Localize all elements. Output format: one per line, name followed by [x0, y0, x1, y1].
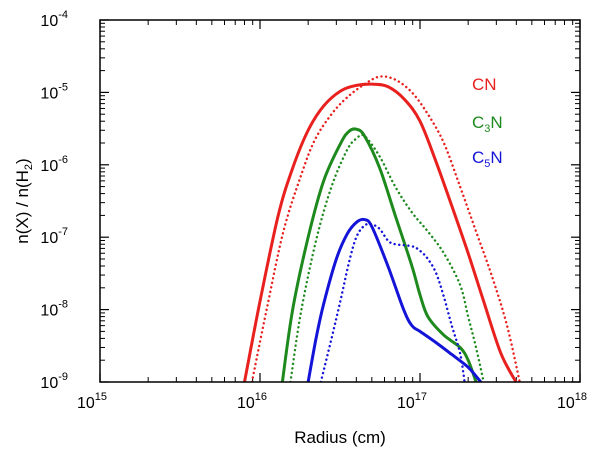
legend-item-c3n: C3N	[472, 113, 503, 135]
legend-c5n-tail: N	[490, 148, 502, 167]
legend-c5n-sub: 5	[484, 158, 490, 170]
y-tick-label: 10-6	[40, 154, 68, 175]
legend-item-cn: CN	[472, 75, 497, 94]
legend-cn-base: CN	[472, 75, 497, 94]
y-tick-base: 10	[40, 303, 58, 320]
y-tick-label: 10-4	[40, 9, 68, 30]
plot-frame	[99, 19, 581, 383]
y-tick-label: 10-9	[40, 371, 68, 392]
y-tick-exp: -8	[58, 299, 68, 311]
legend-c3n-sub: 3	[484, 123, 490, 135]
series-cn-solid	[242, 82, 518, 382]
series-c3n-dotted	[289, 133, 485, 382]
x-tick-label: 1015	[77, 391, 107, 412]
legend-c3n-tail: N	[490, 113, 502, 132]
x-tick-exp: 17	[415, 391, 427, 403]
y-tick-exp: -5	[58, 81, 68, 93]
y-tick-base: 10	[40, 230, 58, 247]
x-tick-base: 10	[77, 395, 95, 412]
y-axis-title-pre: n(X) / n(H	[13, 170, 32, 244]
series-c3n-solid	[280, 127, 478, 382]
y-tick-exp: -6	[58, 154, 68, 166]
legend: CN C3N C5N	[472, 75, 503, 170]
x-tick-exp: 18	[575, 391, 587, 403]
x-tick-base: 10	[237, 395, 255, 412]
y-tick-exp: -9	[58, 371, 68, 383]
y-tick-exp: -7	[58, 226, 68, 238]
series-c5n-solid	[306, 217, 483, 382]
y-tick-base: 10	[40, 85, 58, 102]
x-tick-base: 10	[397, 395, 415, 412]
y-tick-exp: -4	[58, 9, 68, 21]
y-tick-base: 10	[40, 158, 58, 175]
x-tick-exp: 15	[95, 391, 107, 403]
y-tick-base: 10	[40, 13, 58, 30]
y-axis-title-post: )	[13, 158, 32, 164]
x-tick-exp: 16	[255, 391, 267, 403]
y-tick-label: 10-7	[40, 226, 68, 247]
x-tick-base: 10	[557, 395, 575, 412]
x-tick-label: 1018	[557, 391, 587, 412]
x-tick-label: 1016	[237, 391, 267, 412]
legend-c3n-base: C	[472, 113, 484, 132]
y-tick-label: 10-8	[40, 299, 68, 320]
y-axis-title-sub: 2	[23, 164, 35, 170]
legend-item-c5n: C5N	[472, 148, 503, 170]
x-tick-label: 1017	[397, 391, 427, 412]
x-axis-title: Radius (cm)	[294, 428, 386, 447]
series-c5n-dotted	[319, 222, 466, 382]
y-axis-title: n(X) / n(H2)	[13, 158, 35, 243]
y-tick-label: 10-5	[40, 81, 68, 102]
legend-c5n-base: C	[472, 148, 484, 167]
y-tick-base: 10	[40, 375, 58, 392]
series-cn-dotted	[250, 75, 521, 382]
series-layer	[242, 75, 521, 382]
